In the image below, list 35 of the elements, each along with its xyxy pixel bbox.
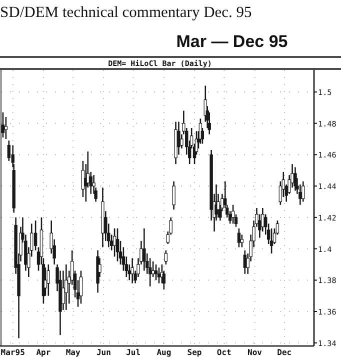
candlestick	[270, 228, 274, 254]
candlestick	[231, 204, 235, 224]
x-tick-label: Jul	[126, 348, 141, 357]
candlestick	[79, 270, 83, 304]
candlestick	[64, 264, 68, 311]
x-tick-label: Dec	[277, 348, 292, 357]
x-tick-label: Apr	[36, 348, 51, 357]
candlestick	[302, 180, 305, 202]
candlestick	[130, 258, 134, 284]
chart-subtitle: Mar — Dec 95	[176, 32, 288, 51]
x-tick-label: Jun	[96, 348, 112, 357]
candlestick	[294, 166, 297, 192]
x-tick-label: Oct	[216, 348, 232, 357]
candlestick	[112, 228, 116, 258]
chart-title: SD/DEM technical commentary Dec. 95	[0, 4, 252, 21]
candlestick	[4, 116, 8, 140]
candlestick	[240, 234, 244, 248]
x-tick-label: Sep	[187, 348, 202, 357]
candlestick	[148, 258, 152, 288]
candlestick	[154, 264, 158, 281]
candlestick	[44, 266, 48, 296]
candlestick	[142, 228, 146, 272]
candlestick	[46, 264, 50, 296]
candlestick	[34, 220, 38, 251]
x-tick-label: Nov	[248, 348, 262, 357]
candlestick	[157, 266, 161, 284]
candlestick	[164, 250, 168, 266]
candlestick	[81, 160, 85, 198]
candlestick	[151, 260, 155, 278]
candlestick	[172, 180, 176, 210]
x-tick-label: Mar95	[0, 348, 26, 357]
x-tick-label: Aug	[156, 348, 172, 357]
candlestick	[237, 228, 241, 248]
candlestick	[116, 228, 120, 262]
x-tick-label: May	[66, 348, 80, 357]
